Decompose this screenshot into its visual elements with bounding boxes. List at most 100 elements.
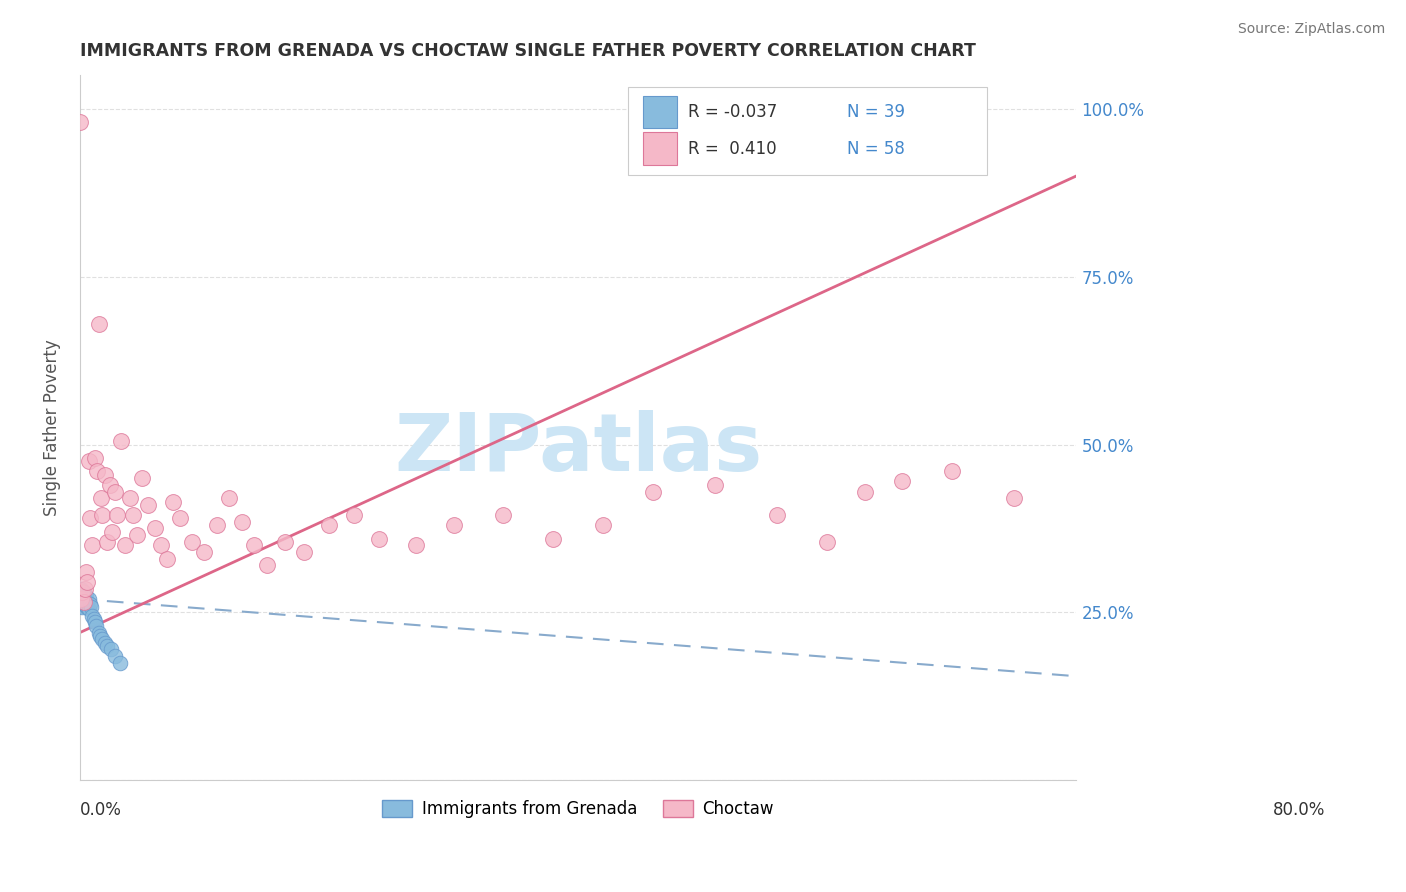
Point: [149, 538, 172, 552]
Point: [104, 649, 127, 664]
Point: [100, 642, 122, 657]
Point: [162, 494, 184, 508]
Text: 0.0%: 0.0%: [80, 801, 122, 820]
Point: [72, 585, 94, 599]
Point: [256, 558, 278, 573]
Point: [87, 317, 110, 331]
Point: [79, 598, 101, 612]
Point: [75, 565, 97, 579]
Point: [72, 586, 94, 600]
Point: [69, 592, 91, 607]
Point: [80, 600, 103, 615]
Point: [76, 575, 98, 590]
Point: [91, 632, 114, 647]
Point: [77, 454, 100, 468]
Point: [79, 511, 101, 525]
Point: [318, 518, 340, 533]
Point: [94, 635, 117, 649]
Point: [143, 521, 166, 535]
Text: ZIPatlas: ZIPatlas: [394, 410, 762, 488]
Text: R = -0.037: R = -0.037: [688, 103, 778, 121]
FancyBboxPatch shape: [643, 132, 676, 165]
Point: [94, 467, 117, 482]
Point: [87, 625, 110, 640]
Point: [114, 538, 136, 552]
Point: [91, 508, 114, 522]
Point: [231, 515, 253, 529]
Point: [766, 508, 789, 522]
Point: [367, 532, 389, 546]
Point: [73, 582, 96, 596]
Point: [86, 464, 108, 478]
Text: N = 58: N = 58: [848, 139, 905, 158]
Point: [72, 600, 94, 615]
Point: [72, 595, 94, 609]
Point: [73, 595, 96, 609]
Point: [641, 484, 664, 499]
Point: [205, 518, 228, 533]
Text: R =  0.410: R = 0.410: [688, 139, 776, 158]
Point: [104, 484, 127, 499]
Point: [127, 528, 149, 542]
Point: [70, 582, 93, 596]
Point: [83, 612, 105, 626]
Point: [72, 585, 94, 599]
Point: [815, 535, 838, 549]
Point: [76, 595, 98, 609]
Point: [1002, 491, 1025, 506]
Point: [70, 585, 93, 599]
Point: [704, 478, 727, 492]
Point: [82, 608, 104, 623]
Point: [90, 491, 112, 506]
Point: [70, 589, 93, 603]
Point: [76, 600, 98, 615]
Point: [243, 538, 266, 552]
FancyBboxPatch shape: [643, 95, 676, 128]
Point: [83, 450, 105, 465]
Point: [193, 545, 215, 559]
Point: [77, 602, 100, 616]
Point: [492, 508, 515, 522]
Point: [83, 615, 105, 630]
Point: [72, 591, 94, 605]
Point: [89, 629, 111, 643]
Point: [118, 491, 141, 506]
Point: [274, 535, 297, 549]
Y-axis label: Single Father Poverty: Single Father Poverty: [44, 339, 60, 516]
Legend: Immigrants from Grenada, Choctaw: Immigrants from Grenada, Choctaw: [375, 793, 780, 825]
Point: [75, 589, 97, 603]
Point: [131, 471, 153, 485]
Point: [101, 524, 124, 539]
Point: [138, 498, 160, 512]
Point: [122, 508, 145, 522]
Point: [292, 545, 315, 559]
Text: 80.0%: 80.0%: [1274, 801, 1326, 820]
Point: [69, 589, 91, 603]
Text: N = 39: N = 39: [848, 103, 905, 121]
Text: IMMIGRANTS FROM GRENADA VS CHOCTAW SINGLE FATHER POVERTY CORRELATION CHART: IMMIGRANTS FROM GRENADA VS CHOCTAW SINGL…: [80, 42, 976, 60]
Point: [69, 115, 91, 129]
Point: [70, 599, 93, 613]
Point: [84, 619, 107, 633]
Point: [169, 511, 191, 525]
Point: [405, 538, 427, 552]
Point: [72, 593, 94, 607]
Point: [98, 478, 121, 492]
Point: [70, 592, 93, 607]
Point: [443, 518, 465, 533]
Point: [181, 535, 204, 549]
Point: [541, 532, 564, 546]
Point: [343, 508, 366, 522]
Point: [218, 491, 240, 506]
Point: [108, 656, 131, 670]
Point: [72, 595, 94, 609]
Point: [105, 508, 128, 522]
Point: [73, 593, 96, 607]
Point: [941, 464, 963, 478]
FancyBboxPatch shape: [628, 87, 987, 176]
Point: [72, 589, 94, 603]
Point: [96, 535, 118, 549]
Point: [73, 591, 96, 605]
Point: [72, 585, 94, 599]
Point: [110, 434, 132, 449]
